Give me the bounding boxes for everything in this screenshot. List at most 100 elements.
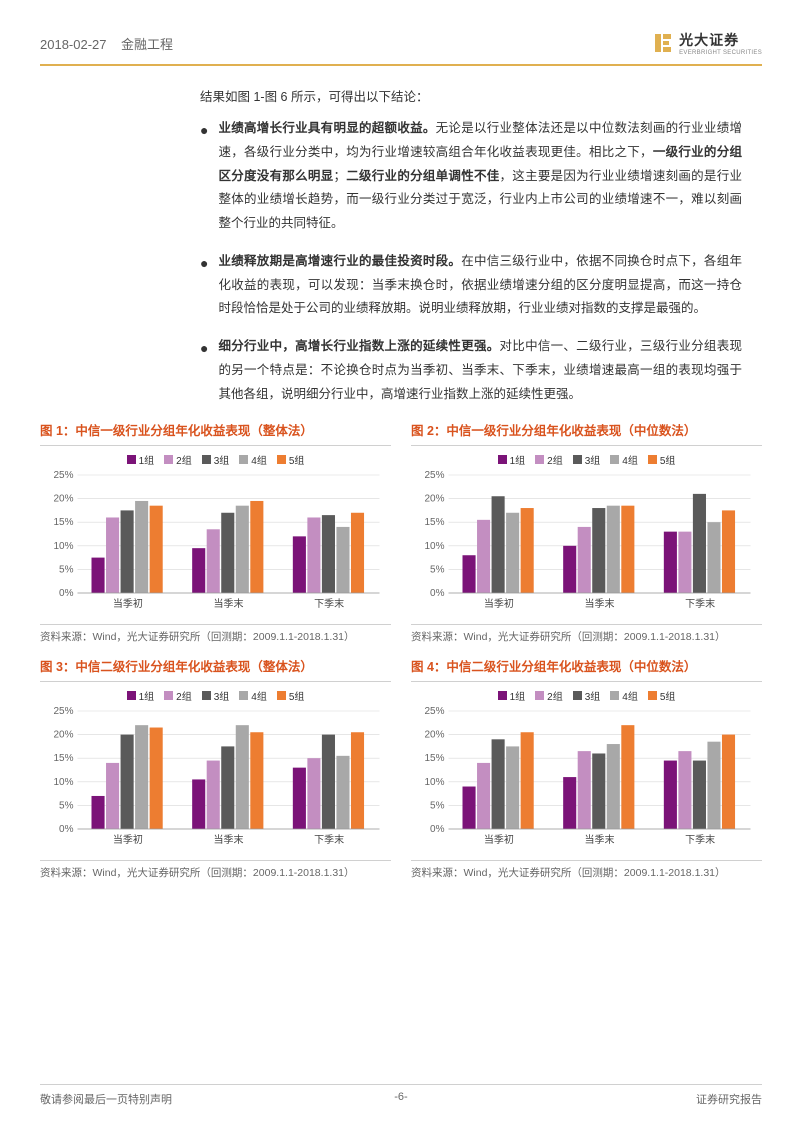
legend-item: 4组 (610, 452, 638, 467)
header-right: 光大证券 EVERBRIGHT SECURITIES (653, 30, 762, 56)
legend-item: 1组 (127, 688, 155, 703)
bullet-lead: 业绩高增长行业具有明显的超额收益。 (218, 121, 435, 135)
svg-text:0%: 0% (430, 588, 445, 599)
legend-item: 2组 (164, 688, 192, 703)
bar (307, 518, 320, 594)
legend-label: 4组 (251, 688, 267, 703)
chart-title: 图 2：中信一级行业分组年化收益表现（中位数法） (411, 420, 762, 446)
bar (506, 513, 519, 593)
svg-text:当季末: 当季末 (585, 597, 615, 610)
bar (192, 548, 205, 593)
bar (463, 787, 476, 829)
chart-title: 图 1：中信一级行业分组年化收益表现（整体法） (40, 420, 391, 446)
legend-label: 5组 (289, 452, 305, 467)
bar (722, 735, 735, 829)
header-left: 2018-02-27 金融工程 (40, 34, 173, 53)
svg-text:当季末: 当季末 (214, 597, 244, 610)
bar (477, 763, 490, 829)
legend-swatch (202, 691, 211, 700)
svg-text:15%: 15% (53, 517, 73, 528)
legend-label: 5组 (660, 688, 676, 703)
legend-swatch (535, 691, 544, 700)
bar (236, 506, 249, 593)
legend-label: 2组 (176, 452, 192, 467)
bar (207, 761, 220, 829)
bullet-lead: 细分行业中，高增长行业指数上涨的延续性更强。 (218, 339, 499, 353)
legend-item: 5组 (277, 452, 305, 467)
legend-swatch (610, 455, 619, 464)
bar (221, 513, 234, 593)
svg-text:25%: 25% (53, 471, 73, 481)
legend-label: 4组 (622, 688, 638, 703)
legend-swatch (202, 455, 211, 464)
footer-page-number: -6- (394, 1091, 407, 1103)
svg-text:10%: 10% (53, 541, 73, 552)
legend-swatch (498, 691, 507, 700)
bullet-content: 业绩高增长行业具有明显的超额收益。无论是以行业整体法还是以中位数法刻画的行业业绩… (218, 117, 742, 236)
bar (307, 758, 320, 829)
bullet-dot-icon: ● (200, 250, 208, 321)
svg-text:25%: 25% (424, 471, 444, 481)
svg-text:下季末: 下季末 (314, 597, 344, 610)
svg-text:15%: 15% (424, 517, 444, 528)
bar (150, 728, 163, 829)
header-date: 2018-02-27 (40, 37, 107, 52)
bar (293, 768, 306, 829)
legend-label: 4组 (622, 452, 638, 467)
bar (336, 527, 349, 593)
bar (351, 513, 364, 593)
chart-legend: 1组2组3组4组5组 (411, 452, 762, 467)
legend-swatch (127, 455, 136, 464)
chart-title: 图 3：中信二级行业分组年化收益表现（整体法） (40, 656, 391, 682)
bar (607, 506, 620, 593)
legend-swatch (164, 455, 173, 464)
bar (521, 732, 534, 829)
logo-text: 光大证券 EVERBRIGHT SECURITIES (679, 30, 762, 56)
svg-text:当季初: 当季初 (113, 597, 143, 610)
chart-source: 资料来源：Wind，光大证券研究所（回测期：2009.1.1-2018.1.31… (411, 860, 762, 880)
logo-cn: 光大证券 (679, 30, 762, 50)
bullet-dot-icon: ● (200, 117, 208, 236)
legend-label: 1组 (510, 452, 526, 467)
svg-text:当季初: 当季初 (113, 833, 143, 846)
svg-text:5%: 5% (430, 801, 445, 812)
svg-text:20%: 20% (424, 730, 444, 741)
legend-swatch (127, 691, 136, 700)
legend-label: 3组 (214, 688, 230, 703)
legend-label: 2组 (176, 688, 192, 703)
svg-text:0%: 0% (430, 824, 445, 835)
legend-swatch (239, 691, 248, 700)
svg-text:当季末: 当季末 (214, 833, 244, 846)
svg-text:当季初: 当季初 (484, 597, 514, 610)
bar (607, 744, 620, 829)
svg-text:当季末: 当季末 (585, 833, 615, 846)
bar (351, 732, 364, 829)
chart-source: 资料来源：Wind，光大证券研究所（回测期：2009.1.1-2018.1.31… (411, 624, 762, 644)
legend-swatch (535, 455, 544, 464)
legend-swatch (239, 455, 248, 464)
svg-text:10%: 10% (424, 777, 444, 788)
legend-item: 1组 (127, 452, 155, 467)
chart-source: 资料来源：Wind，光大证券研究所（回测期：2009.1.1-2018.1.31… (40, 624, 391, 644)
bullet-item: ● 细分行业中，高增长行业指数上涨的延续性更强。对比中信一、二级行业，三级行业分… (200, 335, 742, 406)
svg-text:下季末: 下季末 (685, 833, 715, 846)
svg-text:25%: 25% (424, 707, 444, 717)
svg-text:下季末: 下季末 (314, 833, 344, 846)
bar (578, 527, 591, 593)
bar (693, 494, 706, 593)
chart-svg: 0%5%10%15%20%25%当季初当季末下季末 (411, 707, 762, 847)
legend-swatch (498, 455, 507, 464)
bar (106, 763, 119, 829)
legend-item: 5组 (648, 452, 676, 467)
bar (664, 761, 677, 829)
bullet-content: 细分行业中，高增长行业指数上涨的延续性更强。对比中信一、二级行业，三级行业分组表… (218, 335, 742, 406)
bar (121, 511, 134, 594)
bar (492, 740, 505, 830)
bar (221, 747, 234, 830)
chart-legend: 1组2组3组4组5组 (40, 452, 391, 467)
bullet-item: ● 业绩高增长行业具有明显的超额收益。无论是以行业整体法还是以中位数法刻画的行业… (200, 117, 742, 236)
legend-label: 3组 (585, 452, 601, 467)
bar (135, 725, 148, 829)
legend-item: 4组 (610, 688, 638, 703)
bar (492, 496, 505, 593)
